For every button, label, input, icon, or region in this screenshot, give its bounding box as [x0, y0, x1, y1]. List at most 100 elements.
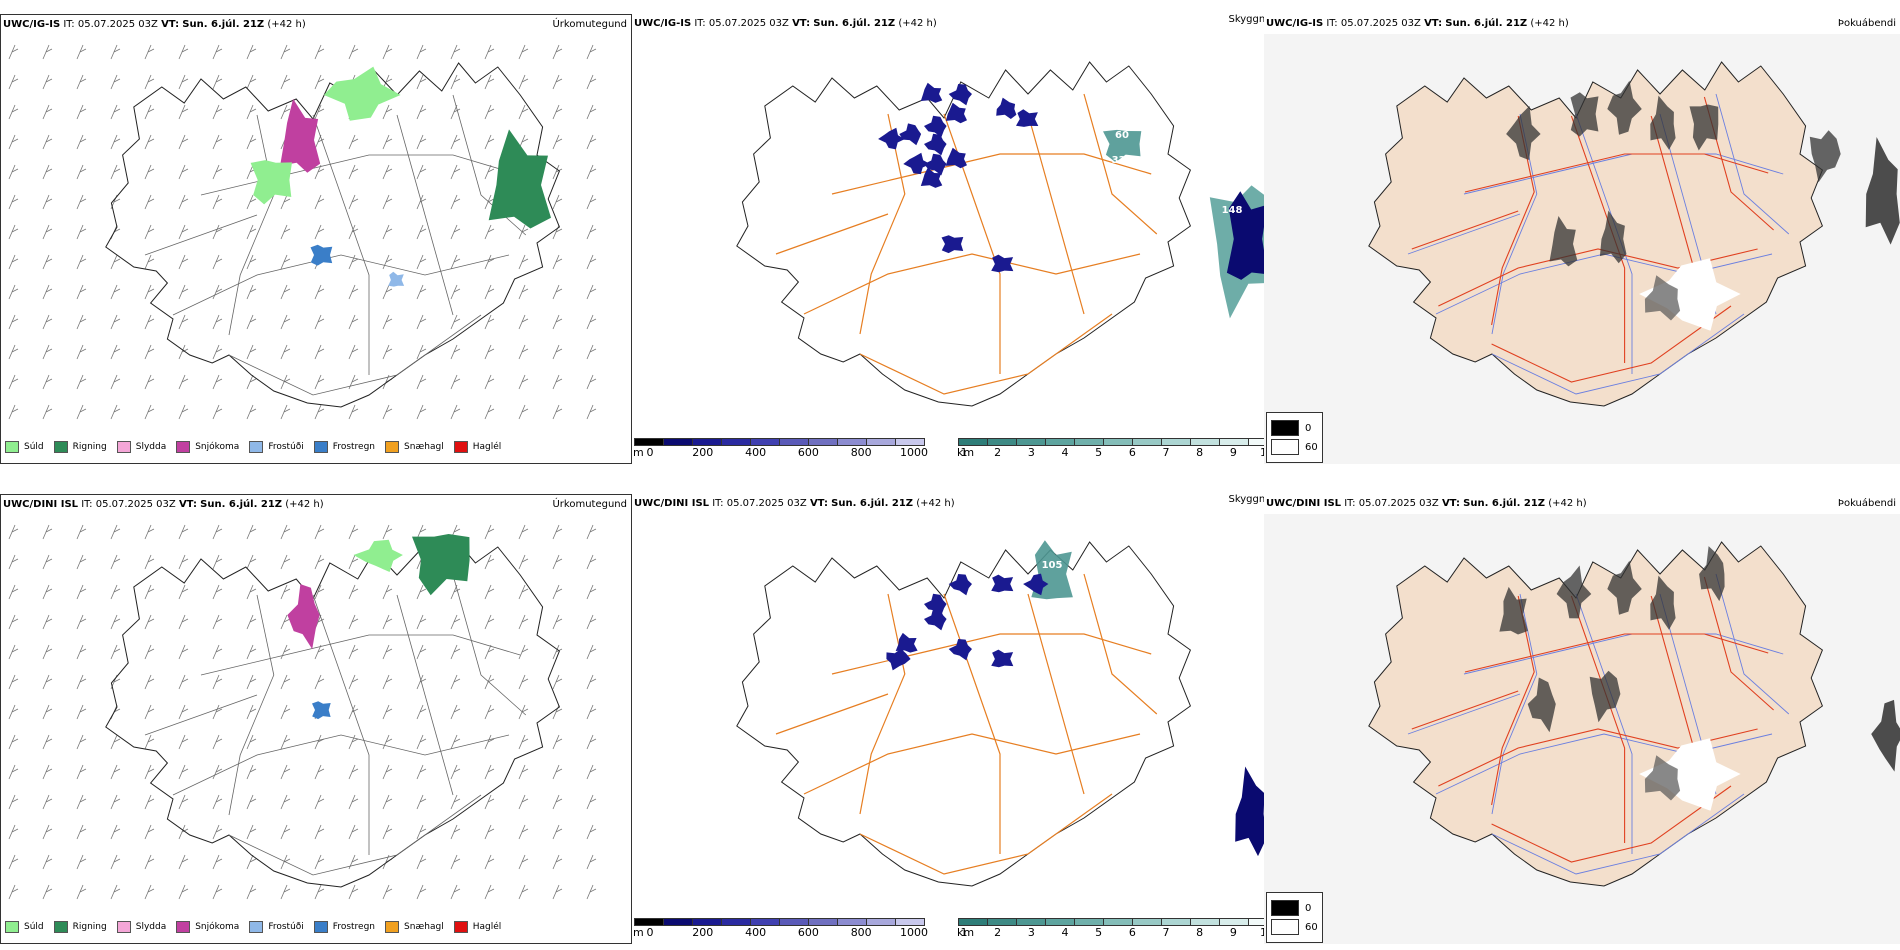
- legend-label: Haglél: [472, 442, 502, 452]
- colorbar-segment: [1103, 438, 1133, 446]
- legend-label: Snjókoma: [195, 922, 240, 932]
- colorbar-tick: 0: [646, 446, 654, 459]
- colorbar-segment: [837, 918, 867, 926]
- colorbar-segment: [1161, 438, 1191, 446]
- freezing-drizzle-area: [388, 271, 405, 287]
- colorbar-segment: [663, 918, 693, 926]
- cloud-map: 615250565458502922105: [736, 540, 1264, 887]
- legend-label: Frostregn: [332, 442, 376, 452]
- road-network: [1411, 96, 1774, 383]
- road-network: [144, 574, 527, 876]
- drizzle-area: [323, 66, 401, 121]
- drizzle-area: [250, 160, 292, 205]
- colorbar-segment: [958, 438, 988, 446]
- legend-item: Rigning: [53, 921, 107, 933]
- fog-area: [1650, 575, 1676, 630]
- legend-swatch: [1271, 439, 1299, 455]
- panel-header: UWC/IG-IS IT: 05.07.2025 03Z VT: Sun. 6.…: [634, 18, 937, 29]
- cloud-panel-2: 615250565458502922105 UWC/DINI ISL IT: 0…: [632, 494, 1264, 944]
- colorbar-segment: [958, 918, 988, 926]
- cloud-base-colorbar: m 0 200 400 600 800 1000: [633, 438, 928, 460]
- road-network: [144, 94, 527, 396]
- legend-item: Snjókoma: [176, 441, 239, 453]
- colorbar-segment: [1219, 918, 1249, 926]
- colorbar-segment: [987, 918, 1017, 926]
- panel-header: UWC/DINI ISL IT: 05.07.2025 03Z VT: Sun.…: [1266, 498, 1587, 509]
- colorbar-segment: [1132, 918, 1162, 926]
- colorbar-tick: 1000: [900, 926, 928, 939]
- colorbar-segment: [808, 438, 838, 446]
- colorbar-segment: [837, 438, 867, 446]
- colorbar-tick: 0: [646, 926, 654, 939]
- fog-map: [1264, 34, 1900, 464]
- legend-swatch: [385, 441, 400, 453]
- legend-swatch: [116, 921, 131, 933]
- colorbar-tick: 10: [1260, 446, 1264, 459]
- rain-area: [412, 534, 470, 596]
- low-cloud-area: [895, 632, 918, 653]
- cloud-panel-1: 553846916161556350827167105384860339148 …: [632, 14, 1264, 464]
- low-cloud-area: [886, 648, 911, 671]
- legend-swatch: [313, 441, 328, 453]
- colorbar-tick: 3: [1027, 446, 1035, 459]
- colorbar-segment: [1016, 918, 1046, 926]
- colorbar-tick: 3: [1027, 926, 1035, 939]
- legend-label: Haglél: [472, 922, 502, 932]
- precip-legend: Súld Rigning Slydda Snjókoma Frostúði Frostre…: [5, 921, 511, 933]
- legend-swatch: [5, 921, 19, 933]
- coastline: [736, 61, 1192, 407]
- panel-header: UWC/IG-IS IT: 05.07.2025 03Z VT: Sun. 6.…: [3, 19, 306, 30]
- low-cloud-area: [991, 649, 1014, 668]
- legend-swatch: [313, 921, 328, 933]
- colorbar-segment: [987, 438, 1017, 446]
- low-cloud-area: [1016, 109, 1039, 127]
- colorbar-segment: [721, 918, 751, 926]
- legend-swatch: [116, 441, 131, 453]
- legend-item: Snæhagl: [385, 921, 444, 933]
- fog-area: [1607, 560, 1642, 615]
- low-cloud-area: [1023, 573, 1049, 596]
- fog-area: [1589, 670, 1621, 723]
- colorbar-tick: 5: [1095, 926, 1103, 939]
- low-cloud-area: [1235, 766, 1264, 857]
- legend-item: Snæhagl: [385, 441, 444, 453]
- colorbar-tick: 9: [1229, 926, 1237, 939]
- low-cloud-area: [924, 593, 947, 616]
- fog-area: [1699, 546, 1725, 602]
- precip-panel-2: UWC/DINI ISL IT: 05.07.2025 03Z VT: Sun.…: [0, 494, 632, 944]
- precip-map: [8, 44, 597, 420]
- fog-area: [1499, 586, 1528, 635]
- colorbar-tick: 2: [994, 926, 1002, 939]
- legend-label: Frostúði: [268, 442, 304, 452]
- visibility-colorbar: km1 2 3 4 5 6 7 8 9 10: [957, 438, 1264, 460]
- panel-title: Þokuábendi: [1837, 18, 1896, 29]
- legend-swatch: [53, 921, 68, 933]
- low-fog-index-area: [1639, 258, 1741, 331]
- fog-area: [1650, 95, 1676, 150]
- legend-item: Frostúði: [249, 441, 304, 453]
- colorbar-unit: km: [957, 926, 975, 939]
- legend-item: 60: [1271, 919, 1318, 935]
- low-cloud-area: [991, 254, 1014, 273]
- colorbar-segment: [1074, 438, 1104, 446]
- fog-area: [1527, 677, 1556, 733]
- legend-swatch: [453, 921, 468, 933]
- legend-label: 0: [1305, 422, 1312, 434]
- fog-legend: 0 60: [1266, 412, 1323, 463]
- fog-area: [1549, 216, 1578, 267]
- panel-title: Úrkomutegund: [552, 499, 627, 510]
- visibility-label: 105: [1042, 560, 1063, 571]
- legend-item: Frostúði: [249, 921, 304, 933]
- fog-legend: 0 60: [1266, 892, 1323, 943]
- legend-swatch: [176, 921, 191, 933]
- fog-area: [1689, 104, 1719, 151]
- colorbar-segment: [1248, 918, 1264, 926]
- low-cloud-area: [920, 82, 943, 103]
- low-cloud-area: [991, 574, 1014, 593]
- colorbar-segment: [1045, 918, 1075, 926]
- colorbar-tick: 5: [1095, 446, 1103, 459]
- colorbar-segment: [1103, 918, 1133, 926]
- colorbar-tick: 800: [850, 446, 872, 459]
- freezing-rain-area: [310, 244, 333, 266]
- colorbar-segment: [692, 438, 722, 446]
